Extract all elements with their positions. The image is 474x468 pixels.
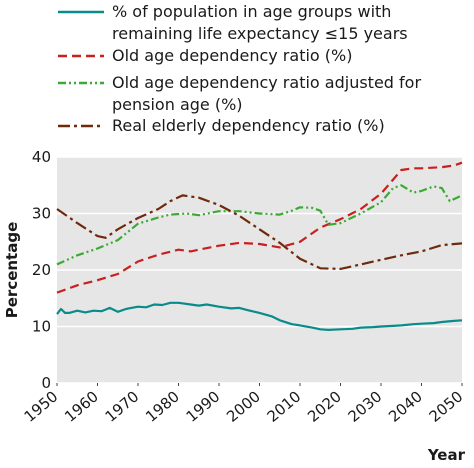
y-tick-label: 20 bbox=[32, 261, 51, 279]
x-tick-label: 2050 bbox=[426, 387, 467, 425]
y-tick-label: 30 bbox=[32, 205, 51, 223]
series-line-4 bbox=[56, 194, 463, 270]
x-tick-label: 2030 bbox=[345, 387, 386, 425]
x-tick-label: 1960 bbox=[61, 387, 102, 425]
y-axis-title: Percentage bbox=[3, 222, 21, 319]
x-tick-label: 1970 bbox=[102, 387, 143, 425]
legend-label-3: Old age dependency ratio adjusted for bbox=[112, 73, 421, 92]
legend-label-1: remaining life expectancy ≤15 years bbox=[112, 24, 408, 43]
legend-label-3: pension age (%) bbox=[112, 95, 243, 114]
y-axis-ticks: 0 10 20 30 40 bbox=[32, 148, 51, 392]
y-tick-label: 10 bbox=[32, 318, 51, 336]
x-axis-ticks: 1950 1960 1970 1980 1990 2000 2010 2020 2030 2040… bbox=[21, 383, 467, 426]
legend: % of population in age groups with remain… bbox=[58, 2, 421, 135]
legend-label-1: % of population in age groups with bbox=[112, 2, 391, 21]
x-tick-label: 2000 bbox=[223, 387, 264, 425]
x-tick-label: 1980 bbox=[142, 387, 183, 425]
x-axis-title: Year bbox=[427, 446, 466, 464]
x-tick-label: 2040 bbox=[385, 387, 426, 425]
x-tick-label: 2010 bbox=[264, 387, 305, 425]
y-tick-label: 40 bbox=[32, 148, 51, 166]
x-tick-label: 1950 bbox=[21, 387, 62, 425]
x-tick-label: 2020 bbox=[304, 387, 345, 425]
legend-label-4: Real elderly dependency ratio (%) bbox=[112, 116, 385, 135]
x-tick-label: 1990 bbox=[183, 387, 224, 425]
series-line-2 bbox=[56, 161, 463, 294]
series-line-1 bbox=[56, 301, 463, 331]
series-line-3 bbox=[56, 184, 463, 266]
series-lines bbox=[56, 161, 463, 331]
legend-label-2: Old age dependency ratio (%) bbox=[112, 46, 352, 65]
y-tick-label: 0 bbox=[41, 374, 51, 392]
